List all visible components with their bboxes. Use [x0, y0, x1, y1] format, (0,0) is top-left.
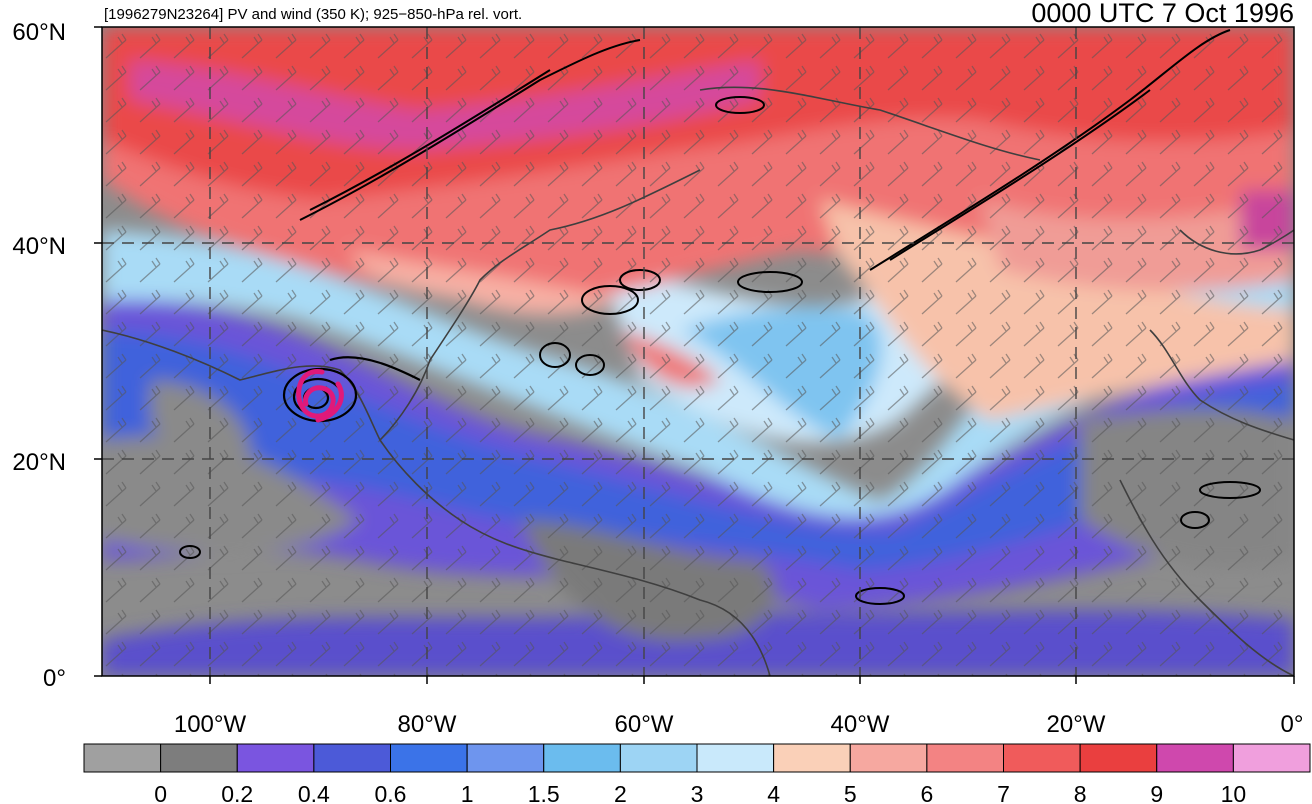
map-frame — [101, 26, 1295, 677]
colorbar-tick-label: 0.6 — [375, 781, 407, 804]
colorbar-tick-label: 0 — [154, 781, 167, 804]
vorticity-contours — [179, 29, 1261, 605]
colorbar-tick-label: 1.5 — [528, 781, 560, 804]
figure-time-title: 0000 UTC 7 Oct 1996 — [1031, 0, 1294, 28]
colorbar-tick-label: 5 — [844, 781, 857, 804]
colorbar-tick-label: 8 — [1074, 781, 1087, 804]
colorbar-tick-label: 9 — [1150, 781, 1163, 804]
colorbar-swatch — [236, 743, 315, 773]
colorbar-tick-label: 10 — [1221, 781, 1247, 804]
lat-label-40n: 40°N — [12, 233, 66, 260]
colorbar-swatch — [1156, 743, 1234, 773]
lon-label-20w: 20°W — [1047, 711, 1106, 738]
lon-label-60w: 60°W — [615, 711, 674, 738]
colorbar-swatch — [619, 743, 698, 773]
coastlines — [102, 86, 1294, 676]
colorbar-swatch — [696, 743, 775, 773]
colorbar-swatch — [83, 743, 162, 773]
colorbar-swatch — [1232, 743, 1311, 773]
colorbar-tick-label: 2 — [614, 781, 627, 804]
lon-label-0: 0° — [1281, 711, 1304, 738]
colorbar-swatch — [1079, 743, 1158, 773]
colorbar-swatch — [849, 743, 928, 773]
lat-label-20n: 20°N — [12, 449, 66, 476]
colorbar-swatch — [390, 743, 468, 773]
lat-label-eq: 0° — [43, 665, 66, 692]
colorbar-tick-label: 3 — [691, 781, 704, 804]
colorbar-tick-label: 7 — [997, 781, 1010, 804]
tropical-cyclone-icon — [296, 369, 344, 423]
colorbar-swatch — [1003, 743, 1081, 773]
colorbar-swatch — [773, 743, 851, 773]
colorbar-tick-label: 4 — [767, 781, 780, 804]
lon-label-80w: 80°W — [398, 711, 457, 738]
colorbar-tick-label: 0.2 — [221, 781, 253, 804]
lon-label-40w: 40°W — [831, 711, 890, 738]
colorbar-swatch — [313, 743, 391, 773]
colorbar-swatch — [160, 743, 238, 773]
colorbar-tick-label: 1 — [461, 781, 474, 804]
map-panel — [102, 27, 1294, 676]
colorbar-tick-label: 6 — [920, 781, 933, 804]
axis-ticks — [94, 26, 1295, 684]
colorbar-swatch — [926, 743, 1004, 773]
colorbar-swatch — [543, 743, 621, 773]
colorbar-swatch — [466, 743, 545, 773]
lat-label-60n: 60°N — [12, 19, 66, 46]
wind-barbs — [102, 27, 1294, 676]
lon-label-100w: 100°W — [174, 711, 247, 738]
colorbar — [83, 743, 1311, 773]
graticule — [102, 27, 1294, 676]
figure-left-title: [1996279N23264] PV and wind (350 K); 925… — [104, 6, 522, 23]
colorbar-tick-label: 0.4 — [298, 781, 330, 804]
colorbar-labels: 0 0.2 0.4 0.6 1 1.5 2 3 4 5 6 7 8 9 10 — [154, 781, 1246, 804]
